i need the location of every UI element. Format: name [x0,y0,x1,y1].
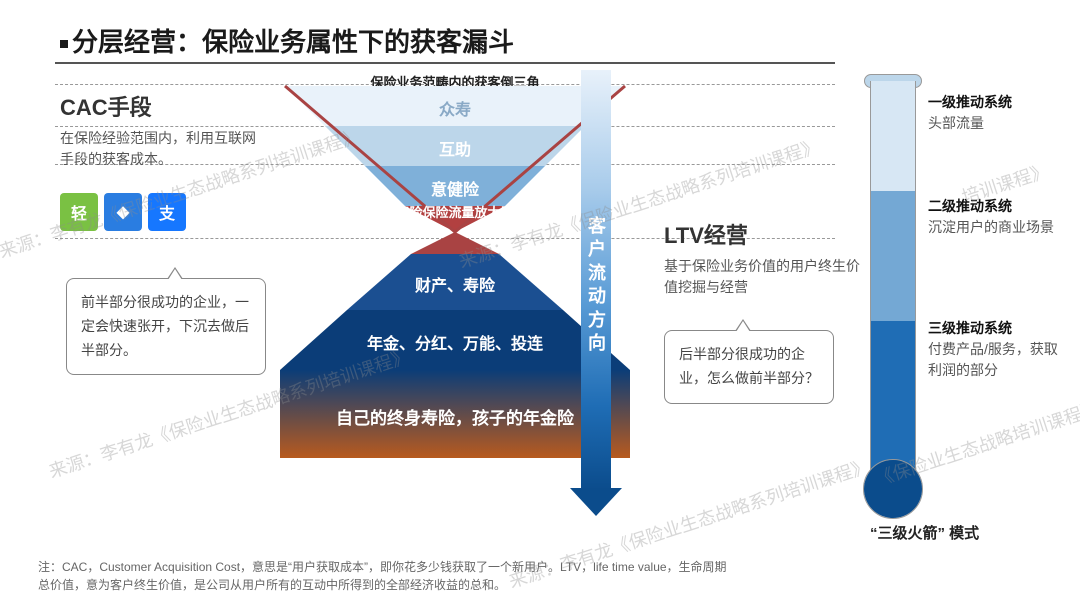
alipay-icon: 支 [148,193,186,231]
ltv-title: LTV经营 [664,218,864,250]
cac-desc: 在保险经验范围内，利用互联网手段的获客成本。 [60,128,260,170]
funnel-segment-label: 自己的终身寿险，孩子的年金险 [295,404,615,429]
cac-block: CAC手段 在保险经验范围内，利用互联网手段的获客成本。 [60,90,260,170]
tube-segment [871,81,915,191]
tube-stage-label: 一级推动系统头部流量 [928,92,1068,134]
tube-stage-label: 二级推动系统沉淀用户的商业场景 [928,196,1068,238]
page-title: 分层经营：保险业务属性下的获客漏斗 [60,22,514,59]
cac-title: CAC手段 [60,90,260,122]
divider-top [55,62,835,64]
funnel-segment-label: 众寿 [439,96,471,120]
footnote: 注：CAC，Customer Acquisition Cost，意思是“用户获取… [38,558,738,594]
tube-segment [871,191,915,321]
funnel-segment-label: 年金、分红、万能、投连 [295,330,615,354]
funnel-segment-label: 互助 [439,136,471,160]
app-icons: 轻◆支 [60,193,186,231]
tube-stage-label: 三级推动系统付费产品/服务，获取利润的部分 [928,318,1068,381]
qingsongchou-icon: 轻 [60,193,98,231]
rocket-tube [870,74,916,512]
tube-segment [871,321,915,481]
callout-left: 前半部分很成功的企业，一定会快速张开，下沉去做后半部分。 [66,278,266,375]
ltv-block: LTV经营 基于保险业务价值的用户终生价值挖掘与经营 [664,218,864,298]
funnel-segment-label: 财产、寿险 [295,272,615,296]
shuidi-icon: ◆ [104,193,142,231]
callout-right: 后半部分很成功的企业，怎么做前半部分？ [664,330,834,404]
hourglass-amp-label: 寿险保险流量放大器 [396,202,513,221]
funnel-segment-label: 意健险 [431,176,479,200]
rocket-caption: “三级火箭” 模式 [870,522,979,543]
ltv-desc: 基于保险业务价值的用户终生价值挖掘与经营 [664,256,864,298]
